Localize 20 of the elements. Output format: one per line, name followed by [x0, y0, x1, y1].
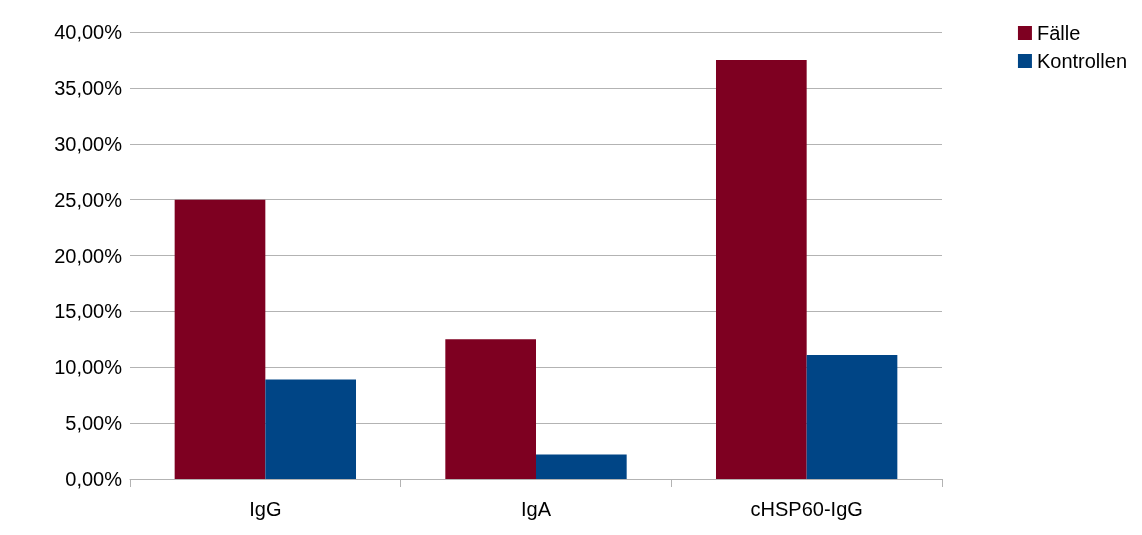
y-tick-label: 20,00%: [54, 244, 123, 267]
x-tick-label: IgA: [520, 498, 552, 520]
x-tick-label: IgG: [249, 498, 282, 520]
y-tick-label: 25,00%: [54, 188, 123, 211]
y-tick-label: 10,00%: [54, 356, 123, 379]
bar: [806, 354, 898, 479]
legend-label: Fälle: [1036, 22, 1081, 44]
y-tick-label: 5,00%: [65, 412, 123, 435]
bar: [445, 339, 536, 479]
y-tick-label: 15,00%: [54, 300, 123, 323]
bar: [715, 59, 807, 479]
y-tick-label: 0,00%: [65, 468, 123, 490]
y-tick-label: 35,00%: [54, 76, 123, 99]
y-tick-label: 40,00%: [54, 21, 123, 43]
bar: [265, 379, 357, 479]
y-tick-label: 30,00%: [54, 132, 123, 155]
x-tick-label: cHSP60-IgG: [750, 498, 863, 520]
bar: [536, 454, 627, 479]
bar: [174, 199, 266, 479]
legend-label: Kontrollen: [1036, 50, 1127, 72]
